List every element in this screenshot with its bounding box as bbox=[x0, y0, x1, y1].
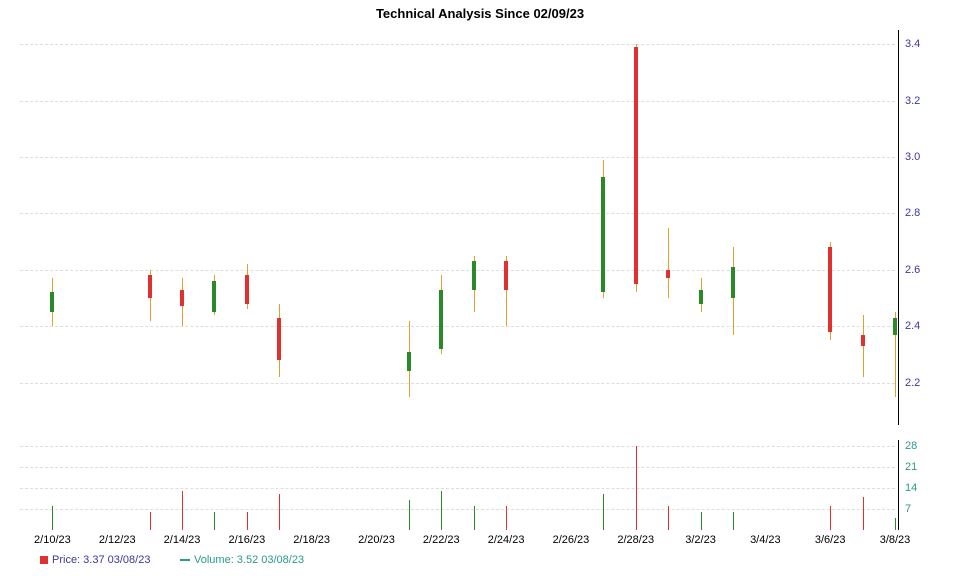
candle-body bbox=[699, 290, 703, 304]
candle-body bbox=[861, 335, 865, 346]
volume-gridline bbox=[20, 446, 895, 447]
volume-bar bbox=[733, 512, 734, 530]
volume-bar bbox=[214, 512, 215, 530]
legend-item: Volume: 3.52 03/08/23 bbox=[180, 554, 304, 566]
volume-bar bbox=[603, 494, 604, 530]
candle-body bbox=[666, 270, 670, 278]
candle-wick bbox=[863, 315, 864, 377]
volume-y-tick: 21 bbox=[905, 461, 917, 473]
x-tick: 2/28/23 bbox=[617, 534, 654, 546]
candle-body bbox=[180, 290, 184, 307]
legend-swatch bbox=[180, 559, 190, 561]
x-tick: 2/16/23 bbox=[228, 534, 265, 546]
price-gridline bbox=[20, 101, 895, 102]
x-tick: 3/6/23 bbox=[815, 534, 846, 546]
candle-body bbox=[50, 292, 54, 312]
price-gridline bbox=[20, 270, 895, 271]
volume-plot-area bbox=[20, 440, 895, 530]
legend-text: Price: 3.37 03/08/23 bbox=[52, 554, 150, 566]
volume-bar bbox=[441, 491, 442, 530]
volume-bar bbox=[636, 446, 637, 530]
price-gridline bbox=[20, 157, 895, 158]
volume-bar bbox=[863, 497, 864, 530]
volume-bar bbox=[182, 491, 183, 530]
price-plot-area bbox=[20, 30, 895, 425]
price-y-tick: 2.4 bbox=[905, 320, 920, 332]
candle-body bbox=[504, 261, 508, 289]
volume-bar bbox=[895, 518, 896, 530]
price-gridline bbox=[20, 383, 895, 384]
price-y-tick: 2.8 bbox=[905, 207, 920, 219]
volume-bar bbox=[668, 506, 669, 530]
price-y-tick: 3.2 bbox=[905, 95, 920, 107]
candle-body bbox=[893, 318, 897, 335]
candle-body bbox=[277, 318, 281, 360]
legend-item: Price: 3.37 03/08/23 bbox=[40, 554, 150, 566]
candle-body bbox=[148, 275, 152, 298]
volume-bar bbox=[52, 506, 53, 530]
x-tick: 2/22/23 bbox=[423, 534, 460, 546]
candle-body bbox=[439, 290, 443, 349]
candle-body bbox=[634, 47, 638, 284]
volume-gridline bbox=[20, 467, 895, 468]
candle-body bbox=[245, 275, 249, 303]
x-tick: 3/4/23 bbox=[750, 534, 781, 546]
candle-body bbox=[601, 177, 605, 293]
x-tick: 2/20/23 bbox=[358, 534, 395, 546]
x-tick: 3/8/23 bbox=[880, 534, 911, 546]
volume-bar bbox=[506, 506, 507, 530]
chart-title: Technical Analysis Since 02/09/23 bbox=[0, 6, 960, 21]
price-y-axis bbox=[898, 30, 899, 425]
volume-bar bbox=[701, 512, 702, 530]
x-tick: 2/24/23 bbox=[488, 534, 525, 546]
price-y-tick: 2.6 bbox=[905, 264, 920, 276]
x-tick: 2/12/23 bbox=[99, 534, 136, 546]
price-gridline bbox=[20, 326, 895, 327]
candle-body bbox=[212, 281, 216, 312]
volume-y-tick: 28 bbox=[905, 440, 917, 452]
x-tick: 2/14/23 bbox=[164, 534, 201, 546]
candle-wick bbox=[668, 228, 669, 299]
volume-bar bbox=[409, 500, 410, 530]
volume-bar bbox=[247, 512, 248, 530]
volume-gridline bbox=[20, 488, 895, 489]
volume-bar bbox=[830, 506, 831, 530]
volume-gridline bbox=[20, 509, 895, 510]
volume-y-tick: 7 bbox=[905, 503, 911, 515]
chart-container: Technical Analysis Since 02/09/23 2/10/2… bbox=[0, 0, 960, 576]
legend-swatch bbox=[40, 556, 48, 564]
x-tick: 2/10/23 bbox=[34, 534, 71, 546]
legend-text: Volume: 3.52 03/08/23 bbox=[194, 554, 304, 566]
candle-body bbox=[472, 261, 476, 289]
price-y-tick: 2.2 bbox=[905, 377, 920, 389]
price-gridline bbox=[20, 44, 895, 45]
candle-body bbox=[828, 247, 832, 332]
volume-bar bbox=[279, 494, 280, 530]
volume-y-axis bbox=[898, 440, 899, 530]
volume-y-tick: 14 bbox=[905, 482, 917, 494]
volume-bar bbox=[474, 506, 475, 530]
x-tick: 2/26/23 bbox=[553, 534, 590, 546]
price-gridline bbox=[20, 213, 895, 214]
price-y-tick: 3.4 bbox=[905, 38, 920, 50]
candle-body bbox=[731, 267, 735, 298]
x-tick: 3/2/23 bbox=[685, 534, 716, 546]
price-y-tick: 3.0 bbox=[905, 151, 920, 163]
candle-body bbox=[407, 352, 411, 372]
x-tick: 2/18/23 bbox=[293, 534, 330, 546]
volume-bar bbox=[150, 512, 151, 530]
